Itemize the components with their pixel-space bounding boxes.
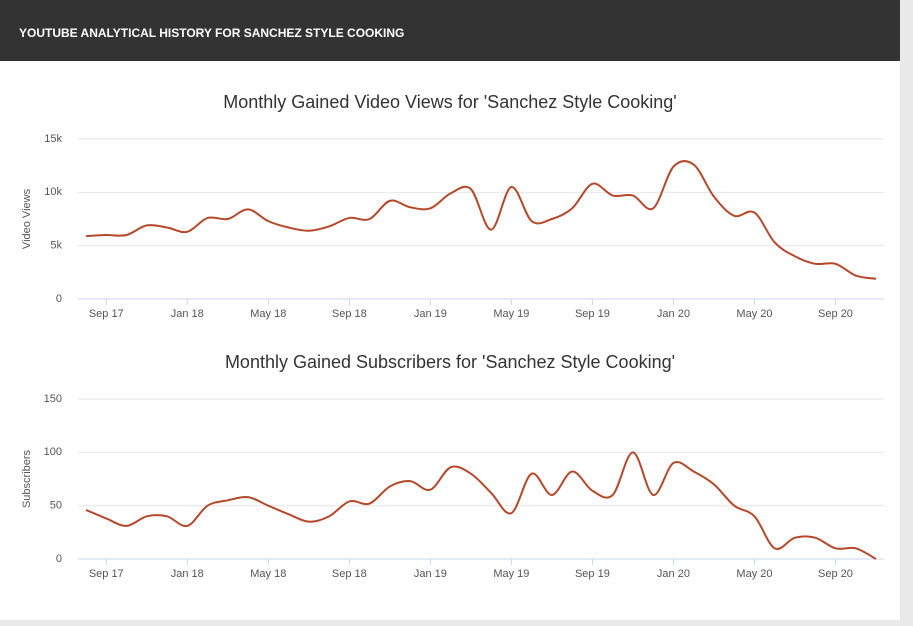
x-tick-label: Jan 20 [657, 568, 690, 580]
x-tick-label: May 19 [493, 568, 529, 580]
y-tick-label: 5k [50, 240, 62, 252]
y-tick-label: 100 [44, 446, 62, 458]
y-tick-label: 15k [44, 133, 62, 145]
y-tick-label: 50 [50, 500, 62, 512]
y-axis-label: Video Views [21, 188, 33, 249]
x-tick-label: Sep 20 [818, 568, 853, 580]
x-tick-label: Sep 18 [332, 568, 367, 580]
x-tick-label: Sep 20 [818, 308, 853, 320]
x-tick-label: May 20 [736, 568, 772, 580]
x-tick-label: Sep 17 [89, 308, 124, 320]
x-tick-label: May 18 [250, 568, 286, 580]
y-tick-label: 0 [56, 553, 62, 565]
line-series [85, 451, 877, 560]
x-tick-label: Sep 18 [332, 308, 367, 320]
header: YOUTUBE ANALYTICAL HISTORY FOR SANCHEZ S… [0, 0, 900, 61]
x-tick-label: May 18 [250, 308, 286, 320]
y-tick-label: 0 [56, 293, 62, 305]
x-tick-label: Jan 19 [414, 568, 447, 580]
x-tick-label: Jan 18 [171, 568, 204, 580]
x-tick-label: Sep 19 [575, 568, 610, 580]
x-tick-label: Jan 18 [171, 308, 204, 320]
y-axis-label: Subscribers [21, 449, 33, 508]
y-tick-label: 150 [44, 393, 62, 405]
x-tick-label: May 19 [493, 308, 529, 320]
chart-title: Monthly Gained Video Views for 'Sanchez … [223, 92, 676, 112]
line-series [85, 160, 877, 280]
x-tick-label: Sep 19 [575, 308, 610, 320]
y-tick-label: 10k [44, 186, 62, 198]
chart-title: Monthly Gained Subscribers for 'Sanchez … [225, 352, 675, 372]
x-tick-label: May 20 [736, 308, 772, 320]
x-tick-label: Sep 17 [89, 568, 124, 580]
x-tick-label: Jan 20 [657, 308, 690, 320]
x-tick-label: Jan 19 [414, 308, 447, 320]
